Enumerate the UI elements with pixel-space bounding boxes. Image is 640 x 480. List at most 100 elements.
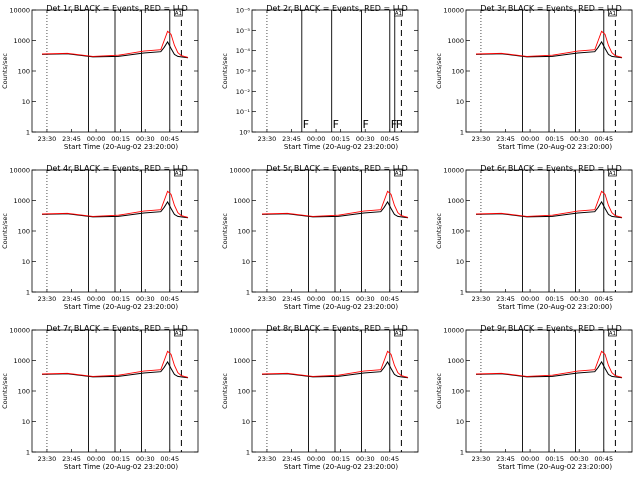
x-tick-label: 23:30 [258, 295, 277, 303]
y-tick-label: 10⁻⁶ [236, 7, 251, 15]
y-tick-label: 10 [456, 418, 464, 426]
y-tick-label: 10⁻⁵ [236, 27, 251, 35]
panel-title: Det 1r BLACK = Events, RED = LLD [46, 4, 188, 13]
plot-frame [251, 9, 419, 133]
x-tick-label: 23:45 [282, 455, 301, 463]
y-axis-label: Counts/sec [435, 373, 443, 409]
y-axis-label: Counts/sec [435, 53, 443, 89]
y-tick-label: 10000 [9, 167, 30, 175]
x-tick-label: 00:00 [521, 135, 540, 143]
plot-frame [465, 329, 633, 453]
x-tick-label: 23:30 [38, 135, 57, 143]
plot-frame [31, 329, 199, 453]
chart-panel: Det 4r BLACK = Events, RED = LLD Counts/s… [1, 164, 199, 311]
x-tick-label: 00:30 [136, 135, 155, 143]
x-tick-label: 23:45 [282, 295, 301, 303]
attenuator-label: A1 [609, 171, 616, 177]
lld-series-line [41, 350, 189, 378]
y-tick-label: 10 [242, 258, 250, 266]
x-tick-label: 00:00 [87, 135, 106, 143]
x-tick-label: 00:00 [87, 455, 106, 463]
y-axis-label: Counts/sec [435, 213, 443, 249]
x-tick-label: 00:45 [160, 135, 179, 143]
x-tick-label: 00:30 [356, 455, 375, 463]
y-tick-label: 1000 [447, 37, 464, 45]
y-tick-label: 1 [246, 449, 250, 457]
attenuator-label: A1 [175, 331, 182, 337]
x-tick-label: 00:30 [356, 135, 375, 143]
y-tick-label: 1000 [233, 357, 250, 365]
chart-panel: Det 5r BLACK = Events, RED = LLD Counts/s… [221, 164, 419, 311]
y-tick-label: 1000 [13, 357, 30, 365]
plot-frame [251, 329, 419, 453]
y-tick-label: 1 [26, 129, 30, 137]
attenuator-box [174, 328, 183, 337]
y-tick-label: 10000 [443, 7, 464, 15]
y-tick-label: 10 [22, 258, 30, 266]
x-axis-label: Start Time (20-Aug-02 23:20:00) [64, 463, 178, 471]
y-tick-label: 10000 [9, 7, 30, 15]
x-tick-label: 23:45 [496, 455, 515, 463]
attenuator-box [174, 168, 183, 177]
events-series-line [475, 360, 623, 379]
x-tick-label: 00:15 [545, 295, 564, 303]
attenuator-box [608, 168, 617, 177]
panel-title: Det 7r BLACK = Events, RED = LLD [46, 324, 188, 333]
flag-marker: F [391, 118, 397, 131]
chart-panel: Det 6r BLACK = Events, RED = LLD Counts/s… [435, 164, 633, 311]
x-axis-label: Start Time (20-Aug-02 23:20:00) [64, 143, 178, 151]
events-series-line [475, 200, 623, 219]
x-tick-label: 00:15 [545, 455, 564, 463]
events-series-line [261, 200, 409, 219]
x-axis-label: Start Time (20-Aug-02 23:20:00) [498, 303, 612, 311]
y-tick-label: 1000 [447, 197, 464, 205]
x-tick-label: 00:15 [111, 455, 130, 463]
lld-series-line [475, 350, 623, 378]
y-tick-label: 1 [460, 129, 464, 137]
y-tick-label: 10000 [443, 327, 464, 335]
attenuator-label: A1 [609, 11, 616, 17]
y-tick-label: 10⁰ [239, 129, 250, 137]
y-tick-label: 100 [18, 68, 30, 76]
attenuator-box [608, 8, 617, 17]
x-tick-label: 00:45 [380, 135, 399, 143]
attenuator-label: A1 [395, 331, 402, 337]
y-tick-label: 100 [238, 228, 250, 236]
plot-frame [31, 9, 199, 133]
plot-frame [31, 169, 199, 293]
x-axis-label: Start Time (20-Aug-02 23:20:00) [498, 463, 612, 471]
attenuator-label: A1 [175, 11, 182, 17]
plot-frame [465, 9, 633, 133]
y-tick-label: 10000 [9, 327, 30, 335]
x-axis-label: Start Time (20-Aug-02 23:20:00) [284, 463, 398, 471]
y-tick-label: 10⁻² [236, 88, 251, 96]
y-tick-label: 100 [18, 388, 30, 396]
flag-marker: F [363, 118, 369, 131]
x-tick-label: 23:30 [472, 455, 491, 463]
lld-series-line [41, 30, 189, 58]
y-axis-label: Counts/sec [221, 53, 229, 89]
y-tick-label: 10⁻³ [236, 68, 251, 76]
y-tick-label: 1000 [447, 357, 464, 365]
x-tick-label: 00:15 [331, 135, 350, 143]
flag-marker: F [333, 118, 339, 131]
events-series-line [261, 360, 409, 379]
x-tick-label: 00:00 [307, 295, 326, 303]
attenuator-label: A1 [395, 171, 402, 177]
x-tick-label: 00:00 [307, 135, 326, 143]
x-tick-label: 00:30 [136, 455, 155, 463]
attenuator-box [608, 328, 617, 337]
y-tick-label: 1 [26, 289, 30, 297]
x-axis-label: Start Time (20-Aug-02 23:20:00) [284, 143, 398, 151]
flag-marker: F [303, 118, 309, 131]
x-tick-label: 00:45 [380, 295, 399, 303]
y-tick-label: 10 [456, 98, 464, 106]
x-tick-label: 23:45 [282, 135, 301, 143]
attenuator-label: A1 [175, 171, 182, 177]
x-tick-label: 00:00 [307, 455, 326, 463]
x-tick-label: 23:30 [258, 455, 277, 463]
y-tick-label: 100 [452, 68, 464, 76]
x-tick-label: 00:30 [570, 135, 589, 143]
x-tick-label: 00:15 [111, 135, 130, 143]
lld-series-line [261, 350, 409, 378]
